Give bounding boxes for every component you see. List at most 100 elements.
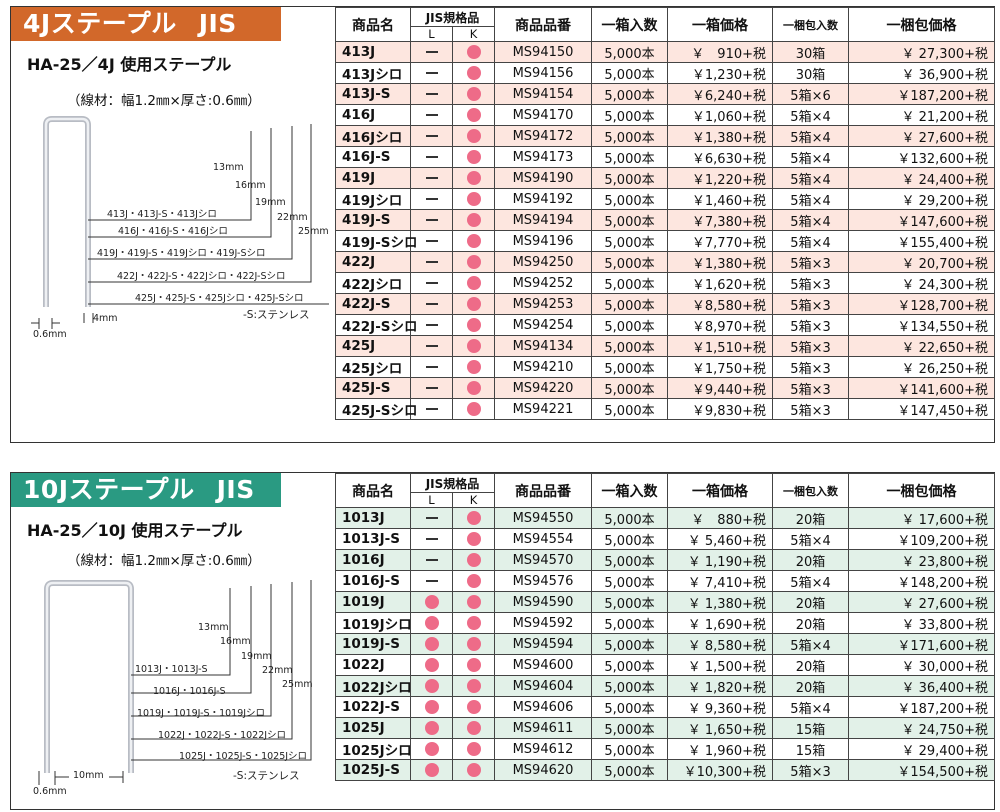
product-name-cell: 419Jシロ bbox=[335, 188, 411, 210]
jis-l-cell bbox=[410, 759, 453, 781]
table-row: 413Jシロ MS94156 5,000本 ￥1,230+税 30箱 ￥ 36,900+税 bbox=[335, 62, 996, 84]
staple-4j-subtitle: HA-25／4J 使用ステープル bbox=[27, 55, 232, 74]
jis-k-cell bbox=[451, 759, 496, 781]
table-row: 422J-Sシロ MS94254 5,000本 ￥8,970+税 5箱×3 ￥134,55… bbox=[335, 314, 996, 336]
box-quantity-cell: 5,000本 bbox=[591, 633, 669, 655]
table-row: 419J-Sシロ MS94196 5,000本 ￥7,770+税 5箱×4 ￥155,40… bbox=[335, 230, 996, 252]
jis-k-cell bbox=[451, 356, 496, 378]
group-1019-label: 1019J・1019J-S・1019Jシロ bbox=[137, 708, 266, 719]
table-row: 422J-S MS94253 5,000本 ￥8,580+税 5箱×3 ￥128,700+… bbox=[335, 293, 996, 315]
box-quantity-cell: 5,000本 bbox=[591, 209, 669, 231]
jis-k-cell bbox=[451, 41, 496, 63]
jis-l-cell bbox=[410, 738, 453, 760]
pack-price-cell: ￥ 36,900+税 bbox=[848, 62, 996, 84]
header-code: 商品品番 bbox=[494, 7, 593, 42]
product-code-cell: MS94600 bbox=[494, 654, 593, 676]
pack-quantity-cell: 5箱×3 bbox=[772, 356, 850, 378]
product-name-cell: 1022J-S bbox=[335, 696, 411, 718]
pack-quantity-cell: 20箱 bbox=[772, 612, 850, 634]
jis-certified-dot-icon bbox=[466, 763, 481, 777]
product-name-cell: 1016J bbox=[335, 549, 411, 571]
pack-price-cell: ￥187,200+税 bbox=[848, 83, 996, 105]
jis-certified-dot-icon bbox=[466, 511, 481, 525]
box-quantity-cell: 5,000本 bbox=[591, 167, 669, 189]
staple-10j-wire-spec: （線材：幅1.2㎜×厚さ:0.6㎜） bbox=[67, 553, 261, 569]
box-price-cell: ￥1,230+税 bbox=[667, 62, 774, 84]
jis-k-cell bbox=[451, 591, 496, 613]
group-1022-label: 1022J・1022J-S・1022Jシロ bbox=[158, 730, 287, 741]
pack-quantity-cell: 5箱×4 bbox=[772, 188, 850, 210]
pack-quantity-cell: 5箱×4 bbox=[772, 696, 850, 718]
jis-certified-dot-icon bbox=[466, 616, 481, 630]
staple-10j-subtitle: HA-25／10J 使用ステープル bbox=[27, 521, 243, 540]
box-price-cell: ￥6,240+税 bbox=[667, 83, 774, 105]
length-25mm-label: 25mm bbox=[282, 679, 313, 690]
header-jis: JIS規格品 bbox=[409, 473, 496, 493]
product-name-cell: 419J-S bbox=[335, 209, 411, 231]
box-quantity-cell: 5,000本 bbox=[591, 654, 669, 676]
pack-quantity-cell: 20箱 bbox=[772, 507, 850, 529]
box-quantity-cell: 5,000本 bbox=[591, 507, 669, 529]
pack-price-cell: ￥ 27,600+税 bbox=[848, 591, 996, 613]
pack-price-cell: ￥132,600+税 bbox=[848, 146, 996, 168]
jis-k-cell bbox=[451, 507, 496, 529]
product-code-cell: MS94620 bbox=[494, 759, 593, 781]
product-code-cell: MS94220 bbox=[494, 377, 593, 399]
not-applicable-dash-icon bbox=[425, 93, 438, 95]
jis-k-cell bbox=[451, 377, 496, 399]
box-price-cell: ￥ 1,650+税 bbox=[667, 717, 774, 739]
jis-certified-dot-icon bbox=[466, 45, 481, 59]
box-price-cell: ￥8,580+税 bbox=[667, 293, 774, 315]
jis-certified-dot-icon bbox=[424, 742, 439, 756]
not-applicable-dash-icon bbox=[425, 387, 438, 389]
box-quantity-cell: 5,000本 bbox=[591, 188, 669, 210]
box-price-cell: ￥1,380+税 bbox=[667, 251, 774, 273]
pack-quantity-cell: 5箱×4 bbox=[772, 146, 850, 168]
wire-width-label: 0.6mm bbox=[33, 329, 67, 340]
table-row: 413J MS94150 5,000本 ￥ 910+税 30箱 ￥ 27,300+税 bbox=[335, 41, 996, 63]
jis-certified-dot-icon bbox=[466, 255, 481, 269]
table-row: 1022J MS94600 5,000本 ￥ 1,500+税 20箱 ￥ 30,000+税 bbox=[335, 654, 996, 676]
pack-quantity-cell: 5箱×3 bbox=[772, 293, 850, 315]
pack-price-cell: ￥ 26,250+税 bbox=[848, 356, 996, 378]
table-row: 1025Jシロ MS94612 5,000本 ￥ 1,960+税 15箱 ￥ 29,400… bbox=[335, 738, 996, 760]
product-code-cell: MS94254 bbox=[494, 314, 593, 336]
table-row: 416J MS94170 5,000本 ￥1,060+税 5箱×4 ￥ 21,200+税 bbox=[335, 104, 996, 126]
header-qty: 一箱入数 bbox=[591, 473, 669, 508]
product-code-cell: MS94156 bbox=[494, 62, 593, 84]
jis-l-cell bbox=[410, 293, 453, 315]
table-row: 422J MS94250 5,000本 ￥1,380+税 5箱×3 ￥ 20,700+税 bbox=[335, 251, 996, 273]
jis-l-cell bbox=[410, 633, 453, 655]
pack-price-cell: ￥ 23,800+税 bbox=[848, 549, 996, 571]
not-applicable-dash-icon bbox=[425, 324, 438, 326]
table-row: 419Jシロ MS94192 5,000本 ￥1,460+税 5箱×4 ￥ 29,200+… bbox=[335, 188, 996, 210]
group-413-label: 413J・413J-S・413Jシロ bbox=[107, 209, 217, 220]
jis-certified-dot-icon bbox=[466, 297, 481, 311]
pack-price-cell: ￥ 24,400+税 bbox=[848, 167, 996, 189]
box-quantity-cell: 5,000本 bbox=[591, 146, 669, 168]
box-quantity-cell: 5,000本 bbox=[591, 549, 669, 571]
jis-certified-dot-icon bbox=[466, 339, 481, 353]
product-code-cell: MS94592 bbox=[494, 612, 593, 634]
box-quantity-cell: 5,000本 bbox=[591, 570, 669, 592]
product-code-cell: MS94570 bbox=[494, 549, 593, 571]
length-22mm-label: 22mm bbox=[277, 212, 308, 223]
not-applicable-dash-icon bbox=[425, 580, 438, 582]
pack-price-cell: ￥ 29,200+税 bbox=[848, 188, 996, 210]
box-quantity-cell: 5,000本 bbox=[591, 41, 669, 63]
banner-jis: JIS bbox=[198, 9, 237, 38]
table-row: 425J-S MS94220 5,000本 ￥9,440+税 5箱×3 ￥141,600+… bbox=[335, 377, 996, 399]
box-quantity-cell: 5,000本 bbox=[591, 104, 669, 126]
product-name-cell: 1025Jシロ bbox=[335, 738, 412, 760]
box-price-cell: ￥ 9,360+税 bbox=[667, 696, 774, 718]
wire-width-label: 0.6mm bbox=[33, 786, 67, 797]
header-jis-k: K bbox=[451, 492, 496, 508]
product-name-cell: 422J-S bbox=[335, 293, 411, 315]
box-price-cell: ￥7,380+税 bbox=[667, 209, 774, 231]
header-jis-l: L bbox=[410, 26, 453, 42]
not-applicable-dash-icon bbox=[425, 345, 438, 347]
box-price-cell: ￥1,750+税 bbox=[667, 356, 774, 378]
pack-quantity-cell: 30箱 bbox=[772, 41, 850, 63]
pack-quantity-cell: 20箱 bbox=[772, 675, 850, 697]
product-code-cell: MS94576 bbox=[494, 570, 593, 592]
